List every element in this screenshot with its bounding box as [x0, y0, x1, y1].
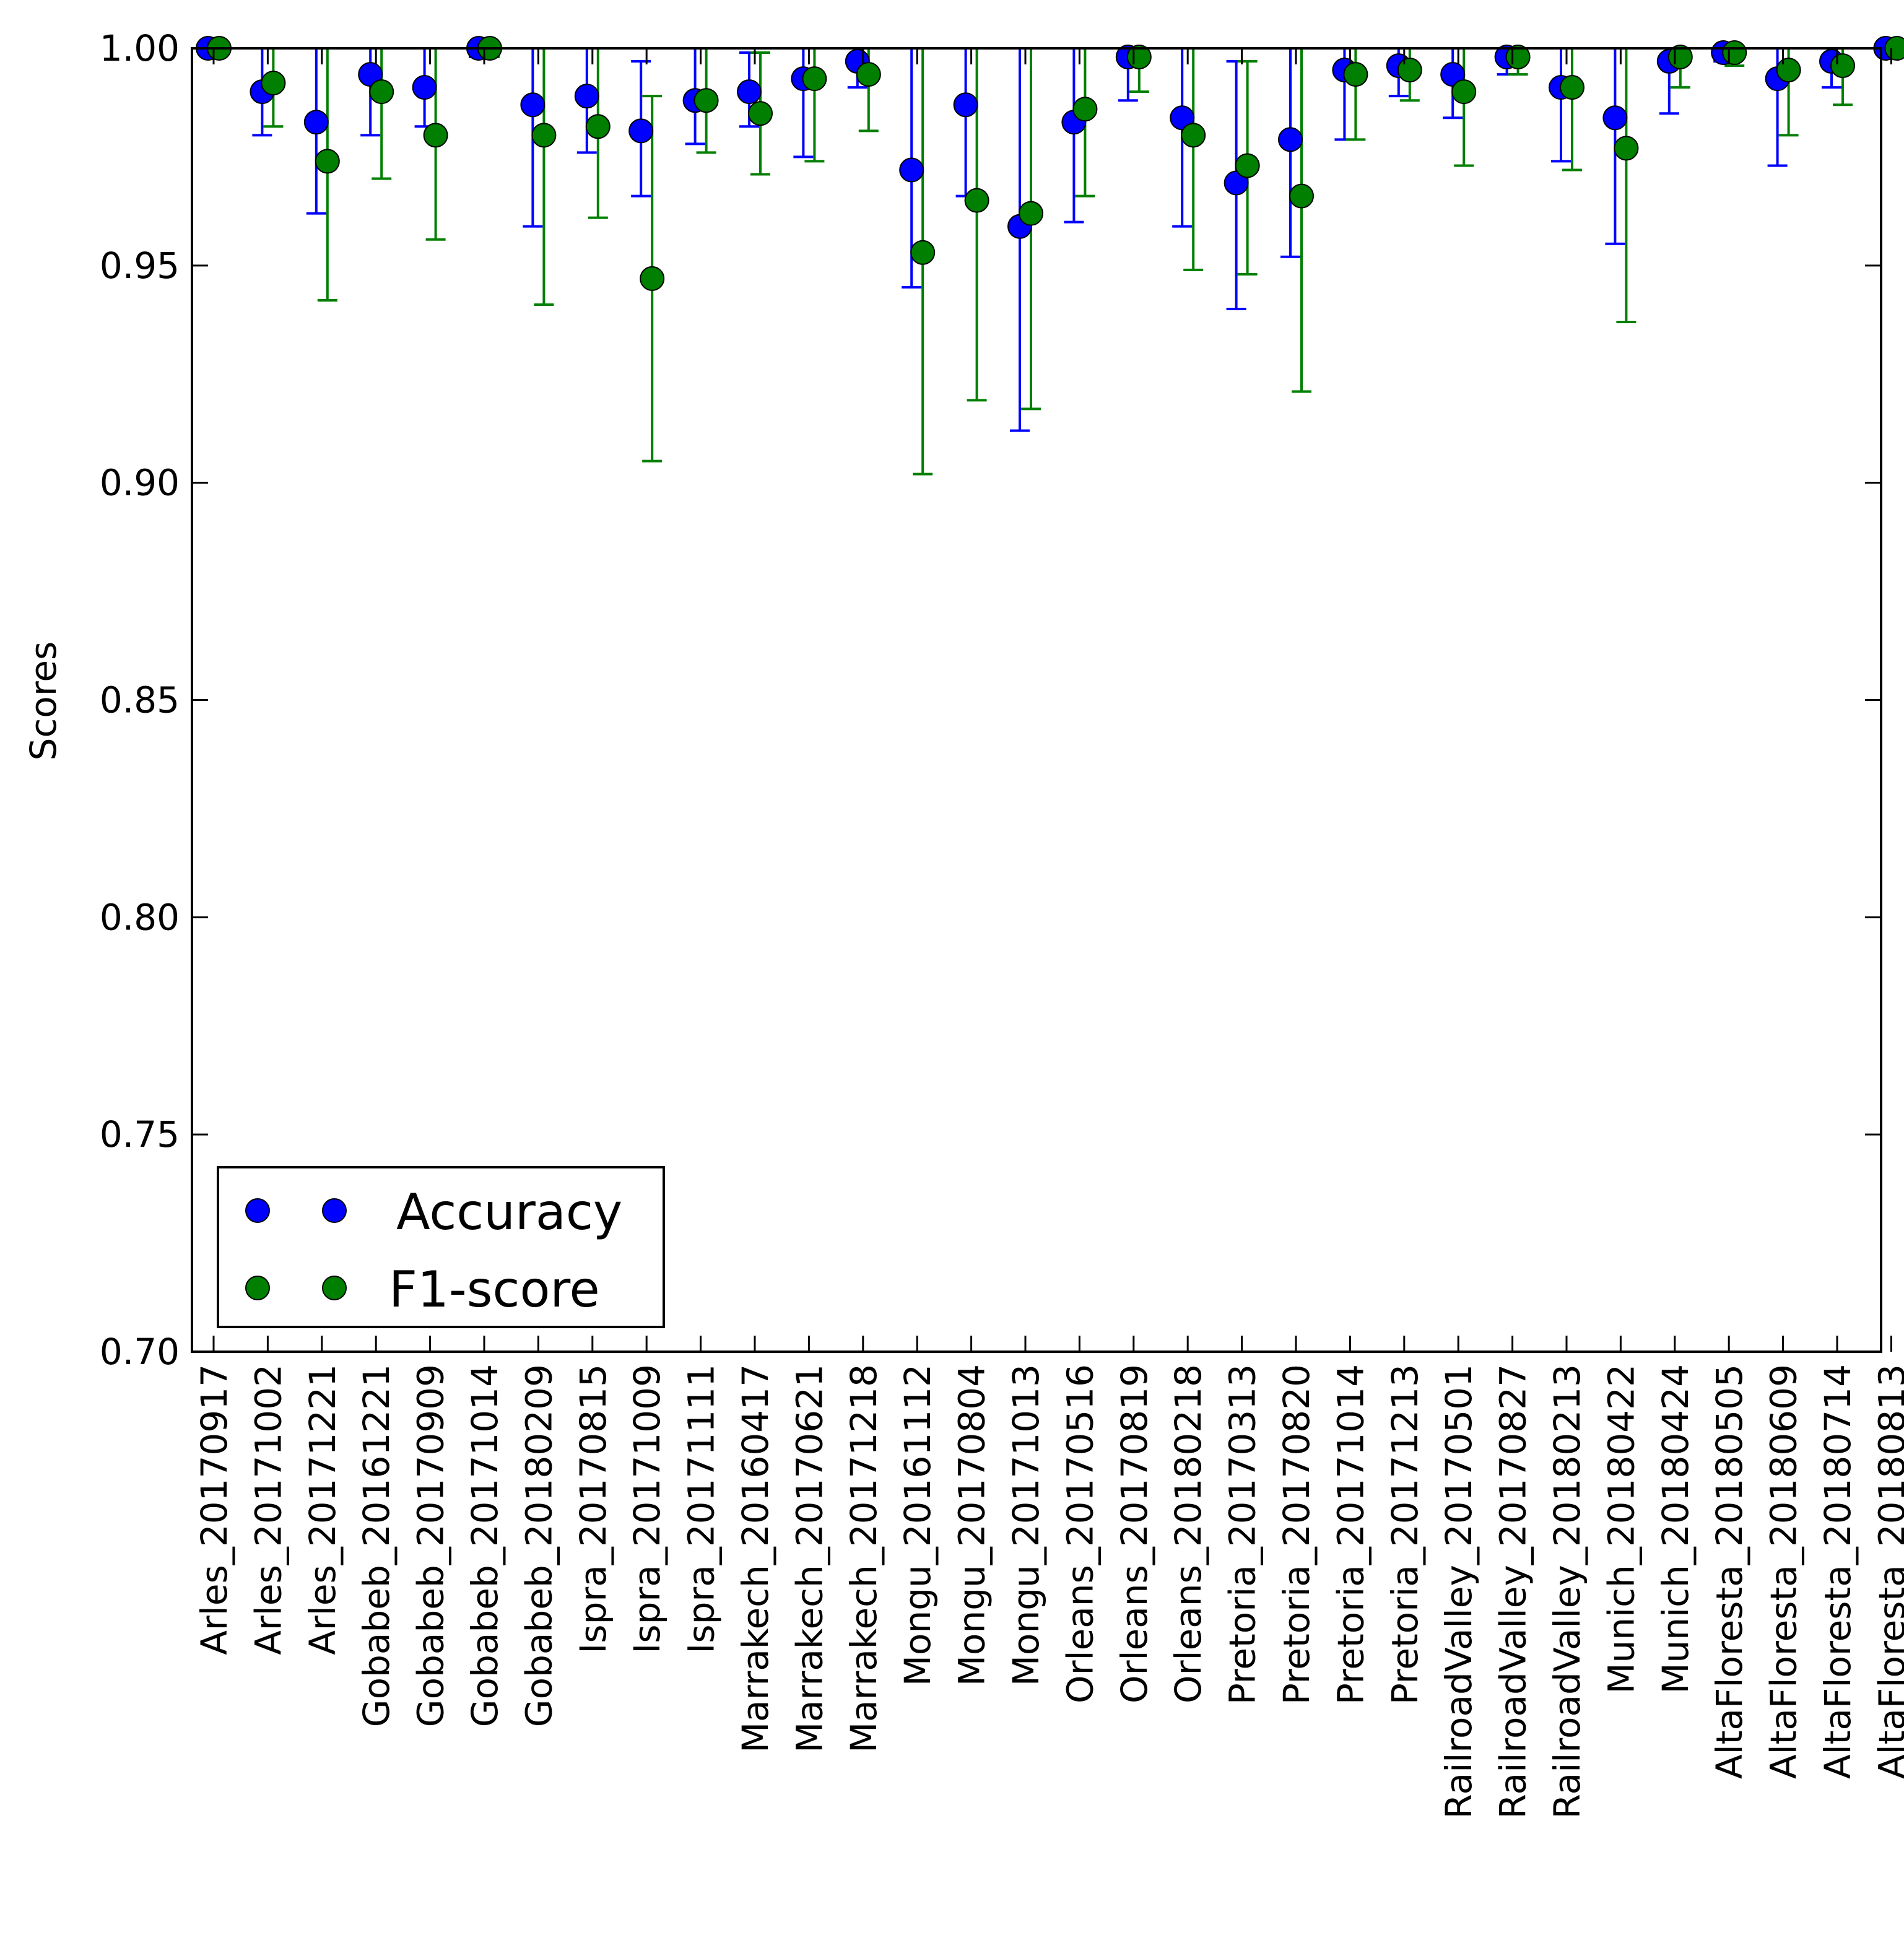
accuracy-point	[1440, 62, 1466, 87]
x-tick-label: Arles_20170917	[193, 1364, 235, 1655]
y-tick-labels: 0.70 0.75 0.80 0.85 0.90 0.95 1.00	[100, 27, 180, 1373]
f1-point	[1289, 183, 1314, 209]
legend-accuracy-label: Accuracy	[396, 1183, 622, 1241]
accuracy-point	[412, 75, 437, 100]
f1-point	[1019, 201, 1043, 226]
f1-point	[585, 114, 611, 139]
plot-area	[192, 48, 1881, 1352]
accuracy-point	[899, 157, 924, 183]
f1-point	[1722, 40, 1747, 66]
legend-f1-label: F1-score	[389, 1261, 600, 1318]
y-tick-label: 0.80	[100, 896, 180, 938]
x-tick-label: Ispra_20170815	[572, 1364, 614, 1654]
x-tick-label: AltaFloresta_20180813	[1871, 1364, 1904, 1779]
x-tick-label: Munich_20180422	[1600, 1364, 1642, 1694]
x-tick-label: Ispra_20171111	[680, 1364, 723, 1654]
f1-point	[1560, 75, 1584, 100]
x-tick-label: Arles_20171002	[247, 1364, 289, 1655]
x-tick-label: Mongu_20171013	[1005, 1364, 1047, 1686]
legend-f1-marker-2	[322, 1276, 347, 1300]
x-tick-label: Ispra_20171009	[626, 1364, 668, 1654]
x-tick-label: Gobabeb_20171014	[464, 1364, 506, 1727]
f1-point	[315, 149, 340, 174]
f1-point	[856, 62, 881, 87]
legend-box	[217, 1166, 665, 1328]
y-axis-title: Scores	[22, 642, 64, 761]
accuracy-point	[1602, 105, 1628, 131]
accuracy-point	[1224, 170, 1249, 196]
x-tick-label: Marrakech_20170621	[788, 1364, 830, 1753]
accuracy-point	[1278, 127, 1303, 152]
accuracy-point	[1170, 105, 1195, 131]
legend: Accuracy F1-score	[217, 1166, 665, 1328]
f1-point	[1181, 123, 1206, 148]
y-tick-label: 0.85	[100, 679, 180, 721]
x-tick-label: Marrakech_20171218	[843, 1364, 885, 1753]
x-tick-label: Gobabeb_20161221	[355, 1364, 398, 1727]
accuracy-point	[574, 84, 599, 109]
f1-point	[1072, 97, 1098, 122]
accuracy-point	[628, 118, 654, 144]
legend-f1-marker-1	[245, 1276, 270, 1300]
f1-point	[261, 71, 286, 96]
y-tick-label: 0.95	[100, 245, 180, 287]
x-tick-label: Orleans_20170819	[1113, 1364, 1155, 1703]
f1-point	[531, 123, 557, 148]
f1-point	[1830, 53, 1855, 79]
f1-point	[964, 188, 989, 213]
y-tick-label: 1.00	[100, 27, 180, 69]
x-tick-label: Mongu_20170804	[951, 1364, 993, 1686]
x-tick-label: AltaFloresta_20180609	[1763, 1364, 1805, 1779]
accuracy-point	[303, 110, 329, 135]
x-tick-label: AltaFloresta_20180505	[1708, 1364, 1750, 1779]
f1-point	[1614, 136, 1639, 161]
x-tick-label: Pretoria_20171213	[1384, 1364, 1426, 1705]
y-tick-label: 0.75	[100, 1113, 180, 1155]
x-tick-label: RailroadValley_20170501	[1438, 1364, 1480, 1819]
f1-point	[1451, 79, 1477, 105]
f1-point	[802, 66, 827, 92]
x-tick-label: AltaFloresta_20180714	[1817, 1364, 1859, 1779]
f1-point	[748, 101, 773, 126]
ticks-layer	[192, 47, 1892, 1353]
x-tick-labels: Arles_20170917 Arles_20171002 Arles_201712…	[193, 1364, 1904, 1819]
accuracy-point	[953, 92, 978, 118]
x-tick-label: Marrakech_20160417	[734, 1364, 776, 1753]
x-tick-label: Munich_20180424	[1654, 1364, 1697, 1694]
x-tick-label: RailroadValley_20180213	[1546, 1364, 1588, 1819]
y-tick-label: 0.70	[100, 1331, 180, 1373]
x-tick-label: RailroadValley_20170827	[1492, 1364, 1534, 1819]
x-tick-label: Mongu_20161112	[897, 1364, 939, 1686]
x-tick-label: Orleans_20170516	[1059, 1364, 1101, 1703]
f1-point	[1343, 62, 1368, 87]
f1-point	[640, 266, 665, 291]
legend-accuracy-marker-2	[322, 1198, 347, 1223]
x-tick-label: Gobabeb_20170909	[410, 1364, 452, 1727]
x-tick-label: Pretoria_20170820	[1276, 1364, 1318, 1705]
f1-point	[1884, 36, 1904, 61]
f1-point	[693, 88, 719, 113]
f1-point	[1235, 153, 1260, 178]
f1-point	[369, 79, 394, 105]
legend-accuracy-marker-1	[245, 1198, 270, 1223]
x-tick-label: Orleans_20180218	[1167, 1364, 1209, 1703]
x-tick-label: Pretoria_20171014	[1329, 1364, 1371, 1705]
f1-point	[1776, 58, 1801, 83]
plot-frame	[191, 47, 1882, 1353]
accuracy-point	[358, 62, 383, 87]
accuracy-point	[520, 92, 546, 118]
x-tick-label: Gobabeb_20180209	[518, 1364, 560, 1727]
accuracy-point	[737, 79, 762, 105]
x-tick-label: Pretoria_20170313	[1222, 1364, 1264, 1705]
x-tick-label: Arles_20171221	[302, 1364, 344, 1655]
f1-point	[423, 123, 448, 148]
f1-point	[910, 240, 936, 265]
f1-point	[1397, 58, 1422, 83]
y-tick-label: 0.90	[100, 462, 180, 504]
